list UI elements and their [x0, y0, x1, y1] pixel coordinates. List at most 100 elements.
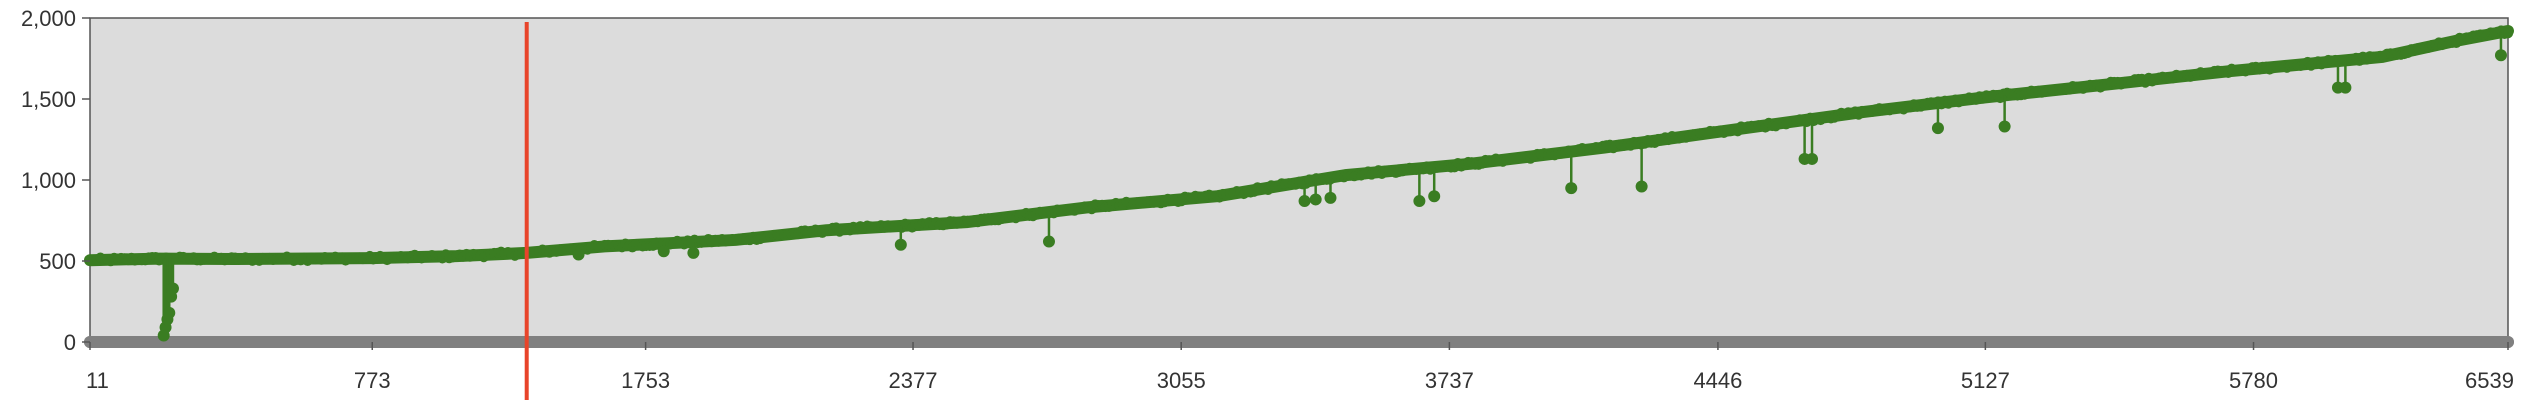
baseline-point — [1091, 336, 1104, 348]
outlier-point — [1806, 152, 1819, 165]
outlier-point — [1428, 190, 1441, 203]
baseline-point — [1837, 336, 1850, 348]
baseline-point — [789, 336, 802, 348]
outlier-point — [687, 246, 700, 259]
baseline-point — [1353, 336, 1366, 348]
baseline-point — [668, 336, 681, 348]
outlier-point — [894, 238, 907, 251]
baseline-point — [1957, 336, 1970, 348]
baseline-point — [1373, 336, 1386, 348]
outlier-point — [1324, 191, 1337, 204]
baseline-point — [1595, 336, 1608, 348]
baseline-point — [2219, 336, 2232, 348]
main-series-point — [2503, 28, 2513, 39]
baseline-point — [1857, 336, 1870, 348]
baseline-point — [1796, 336, 1809, 348]
baseline-point — [1212, 336, 1225, 348]
baseline-point — [124, 336, 137, 348]
baseline-point — [547, 336, 560, 348]
x-tick-label: 773 — [354, 368, 391, 393]
baseline-point — [1454, 336, 1467, 348]
baseline-point — [2481, 336, 2494, 348]
baseline-point — [1776, 336, 1789, 348]
baseline-point — [1675, 336, 1688, 348]
baseline-point — [990, 336, 1003, 348]
baseline-point — [1051, 336, 1064, 348]
x-tick-label: 4446 — [1693, 368, 1742, 393]
x-tick-label: 5127 — [1961, 368, 2010, 393]
x-tick-label: 5780 — [2229, 368, 2278, 393]
baseline-point — [890, 336, 902, 348]
baseline-point — [1313, 336, 1326, 348]
baseline-point — [628, 336, 641, 348]
baseline-point — [1655, 336, 1668, 348]
baseline-point — [1897, 336, 1910, 348]
baseline-point — [708, 336, 721, 348]
baseline-point — [325, 336, 338, 348]
baseline-series — [84, 336, 2514, 348]
baseline-point — [1031, 336, 1044, 348]
baseline-point — [1635, 336, 1648, 348]
outlier-point — [1413, 195, 1426, 208]
baseline-point — [2381, 336, 2394, 348]
baseline-point — [1272, 336, 1285, 348]
outlier-point — [572, 248, 585, 261]
baseline-point — [345, 336, 358, 348]
baseline-point — [446, 336, 459, 348]
baseline-point — [2038, 336, 2051, 348]
baseline-point — [587, 336, 600, 348]
x-tick-label: 3737 — [1425, 368, 1474, 393]
baseline-point — [2159, 336, 2172, 348]
baseline-point — [950, 336, 963, 348]
x-tick-label: 2377 — [889, 368, 938, 393]
baseline-point — [567, 336, 580, 348]
baseline-point — [1716, 336, 1729, 348]
baseline-point — [849, 336, 862, 348]
x-tick-label: 1753 — [621, 368, 670, 393]
outlier-point — [1931, 122, 1944, 135]
baseline-point — [204, 336, 217, 348]
baseline-point — [2340, 336, 2353, 348]
outlier-point — [166, 282, 179, 295]
baseline-point — [1736, 336, 1749, 348]
baseline-point — [1413, 336, 1426, 348]
baseline-point — [2401, 336, 2414, 348]
baseline-point — [970, 336, 983, 348]
baseline-point — [648, 336, 661, 348]
baseline-point — [2179, 336, 2192, 348]
baseline-point — [2058, 336, 2071, 348]
baseline-point — [1696, 336, 1708, 348]
baseline-point — [1474, 336, 1487, 348]
baseline-point — [225, 336, 238, 348]
baseline-point — [1111, 336, 1124, 348]
baseline-point — [305, 336, 318, 348]
baseline-point — [2119, 336, 2132, 348]
baseline-point — [1937, 336, 1950, 348]
baseline-point — [1534, 336, 1547, 348]
baseline-point — [245, 336, 258, 348]
y-tick-label: 1,000 — [21, 168, 76, 193]
outlier-point — [1998, 120, 2011, 133]
outlier-point — [163, 306, 176, 319]
outlier-point — [2494, 49, 2507, 62]
baseline-point — [2099, 336, 2111, 348]
baseline-point — [426, 336, 439, 348]
baseline-point — [1575, 336, 1588, 348]
baseline-point — [2360, 336, 2373, 348]
baseline-point — [104, 336, 117, 348]
outlier-point — [1298, 195, 1311, 208]
baseline-point — [769, 336, 782, 348]
baseline-point — [607, 336, 620, 348]
baseline-point — [184, 336, 197, 348]
baseline-point — [1494, 336, 1507, 348]
y-axis: 0 500 1,000 1,500 2,000 — [21, 6, 90, 355]
baseline-point — [1393, 336, 1406, 348]
baseline-point — [1917, 336, 1930, 348]
baseline-point — [2320, 336, 2333, 348]
baseline-point — [285, 336, 298, 348]
baseline-point — [1554, 336, 1567, 348]
baseline-point — [2018, 336, 2031, 348]
baseline-point — [2280, 336, 2293, 348]
baseline-point — [869, 336, 882, 348]
